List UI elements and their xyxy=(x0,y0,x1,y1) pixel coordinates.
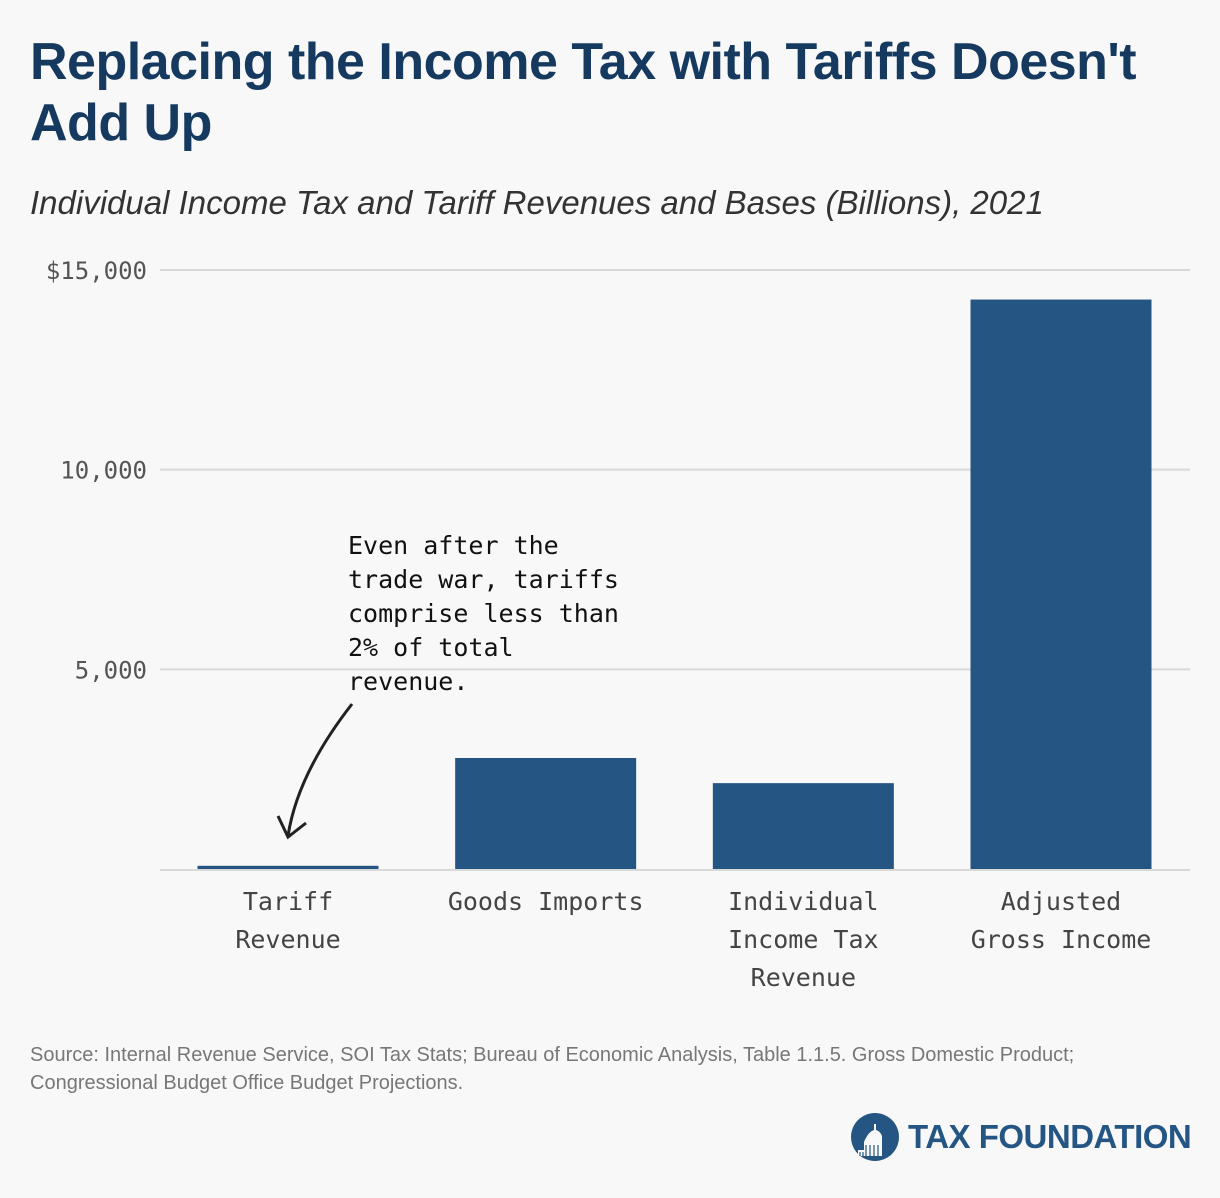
bar xyxy=(712,783,894,869)
y-tick-label: $15,000 xyxy=(46,257,147,285)
x-axis-labels: Tariff Revenue Goods Imports Individual Inco… xyxy=(235,887,1151,992)
y-axis-ticks: 5,000 10,000 $15,000 xyxy=(46,257,147,684)
x-tick-label: Adjusted Gross Income xyxy=(971,887,1152,954)
y-tick-label: 5,000 xyxy=(75,656,147,684)
x-tick-label: Individual Income Tax Revenue xyxy=(728,887,879,992)
annotation-arrow xyxy=(286,703,354,837)
annotation: Even after the trade war, tariffs comprise… xyxy=(276,531,619,840)
bar xyxy=(455,757,637,869)
bar xyxy=(197,865,379,869)
capitol-dome-icon xyxy=(851,1113,899,1161)
y-tick-label: 10,000 xyxy=(60,457,147,485)
annotation-arrowhead xyxy=(276,815,307,840)
annotation-text: Even after the trade war, tariffs comprise… xyxy=(348,531,619,696)
bars xyxy=(197,299,1152,869)
logo-text: TAX FOUNDATION xyxy=(908,1118,1192,1155)
bar-chart: 5,000 10,000 $15,000 Tariff Revenue Goods Im… xyxy=(46,257,1190,992)
chart-title: Replacing the Income Tax with Tariffs Do… xyxy=(30,33,1137,152)
tax-foundation-logo: TAX FOUNDATION xyxy=(850,1112,1192,1162)
source-note: Source: Internal Revenue Service, SOI Ta… xyxy=(30,1044,1075,1094)
chart-subtitle: Individual Income Tax and Tariff Revenue… xyxy=(30,184,1044,221)
x-tick-label: Tariff Revenue xyxy=(235,887,340,954)
bar xyxy=(970,299,1152,869)
x-tick-label: Goods Imports xyxy=(448,887,644,916)
